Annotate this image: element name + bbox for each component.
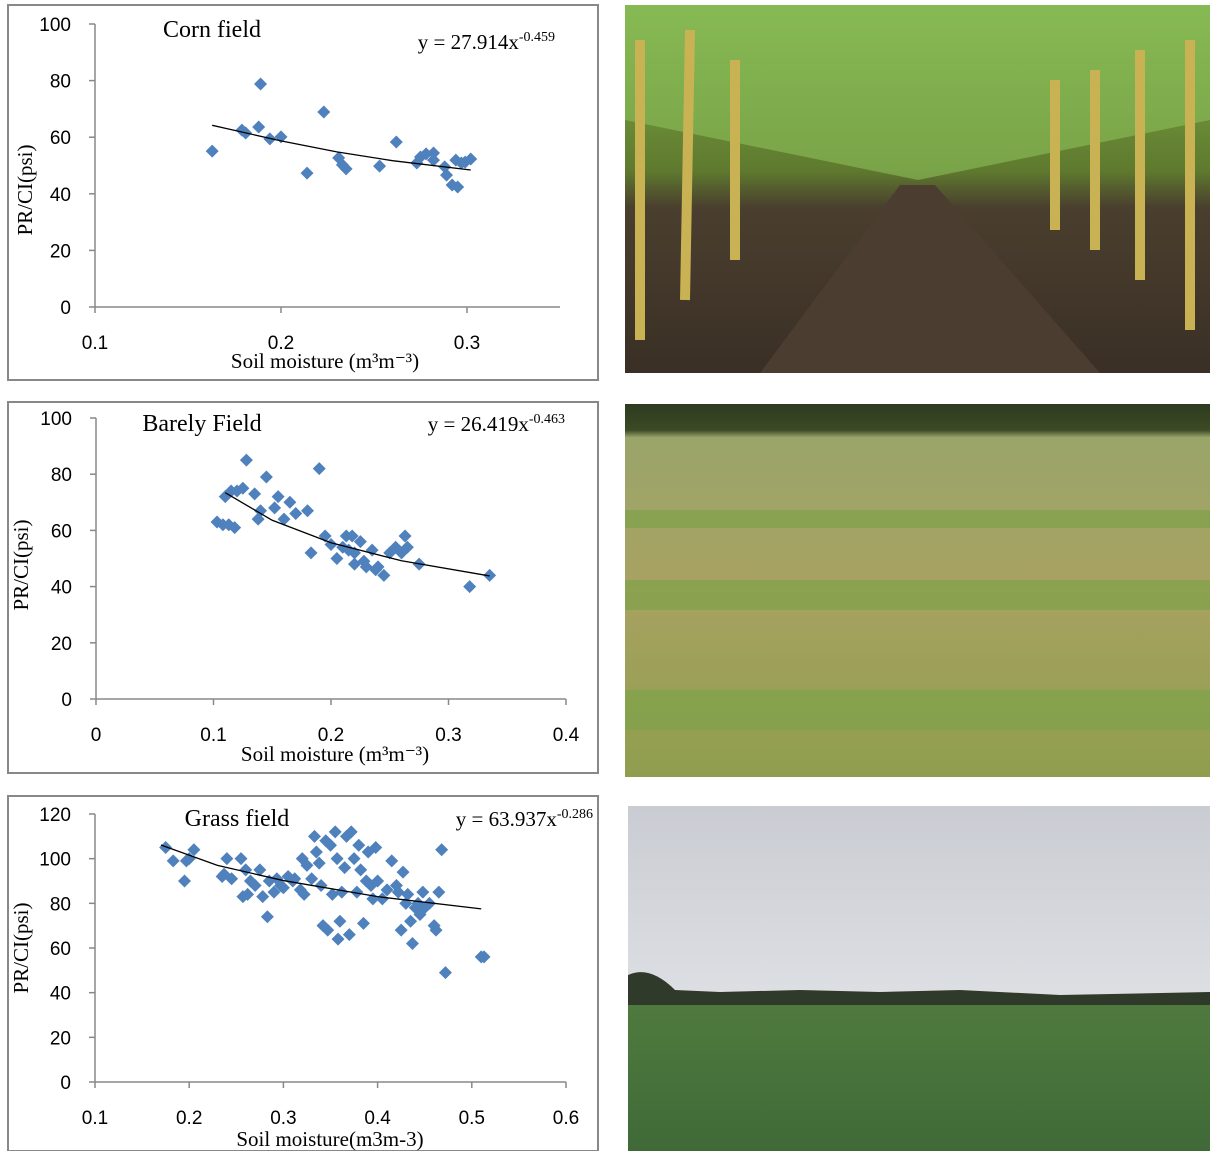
- x-tick-label: 0.1: [82, 1108, 108, 1129]
- equation-text: y = 26.419x: [428, 412, 530, 436]
- chart-title: Corn field: [163, 17, 261, 43]
- x-tick-label: 0.6: [553, 1108, 579, 1129]
- corn-photo: [625, 5, 1210, 373]
- equation-text: y = 27.914x: [418, 30, 520, 54]
- y-tick-label: 0: [60, 1073, 71, 1094]
- x-tick-label: 0.3: [435, 725, 461, 746]
- x-tick-label: 0: [91, 725, 102, 746]
- y-axis-label: PR/CI(psi): [9, 519, 33, 610]
- x-tick-label: 0.2: [176, 1108, 202, 1129]
- y-tick-label: 0: [60, 298, 71, 319]
- x-tick-label: 0.1: [82, 333, 108, 354]
- panel-frame: [8, 796, 598, 1151]
- chart-panel: 0 20 40 60 80 100 120 0.1 0.2 0.3 0.4 0.5 0.6 Grass f…: [8, 796, 598, 1151]
- x-tick-label: 0.5: [459, 1108, 485, 1129]
- barley-photo: [625, 404, 1210, 777]
- x-axis-label: Soil moisture (m³m⁻³): [231, 349, 419, 373]
- y-tick-label: 60: [50, 128, 71, 149]
- y-tick-label: 120: [39, 805, 71, 826]
- panel-frame: [8, 5, 598, 380]
- y-tick-label: 20: [51, 634, 72, 655]
- equation-exponent: -0.286: [557, 807, 593, 822]
- x-tick-label: 0.4: [364, 1108, 391, 1129]
- y-tick-label: 40: [50, 185, 71, 206]
- grass-photo: [628, 806, 1210, 1151]
- x-tick-label: 0.3: [270, 1108, 296, 1129]
- x-tick-label: 0.1: [200, 725, 226, 746]
- y-tick-label: 100: [39, 15, 71, 36]
- y-axis-label: PR/CI(psi): [9, 902, 33, 993]
- y-tick-label: 20: [50, 1028, 71, 1049]
- y-tick-label: 80: [51, 465, 72, 486]
- x-tick-label: 0.3: [454, 333, 480, 354]
- y-tick-label: 60: [51, 521, 72, 542]
- y-tick-label: 60: [50, 939, 71, 960]
- y-tick-label: 40: [51, 578, 72, 599]
- y-tick-label: 80: [50, 894, 71, 915]
- y-tick-label: 100: [40, 409, 72, 430]
- figure: 0 20 40 60 80 100 0.1 0.2 0.3 Corn field y = 27.91…: [0, 0, 1210, 1151]
- y-tick-label: 100: [39, 850, 71, 871]
- y-tick-label: 80: [50, 72, 71, 93]
- chart-title: Grass field: [185, 806, 290, 832]
- x-tick-label: 0.4: [553, 725, 580, 746]
- x-axis-label: Soil moisture (m³m⁻³): [241, 742, 429, 766]
- chart-title: Barely Field: [142, 411, 261, 437]
- y-tick-label: 40: [50, 984, 71, 1005]
- x-axis-label: Soil moisture(m3m-3): [236, 1127, 423, 1151]
- equation-exponent: -0.463: [529, 412, 565, 427]
- equation-exponent: -0.459: [519, 30, 555, 45]
- y-axis-label: PR/CI(psi): [13, 144, 37, 235]
- y-tick-label: 20: [50, 241, 71, 262]
- y-tick-label: 0: [61, 690, 72, 711]
- equation-text: y = 63.937x: [456, 807, 558, 831]
